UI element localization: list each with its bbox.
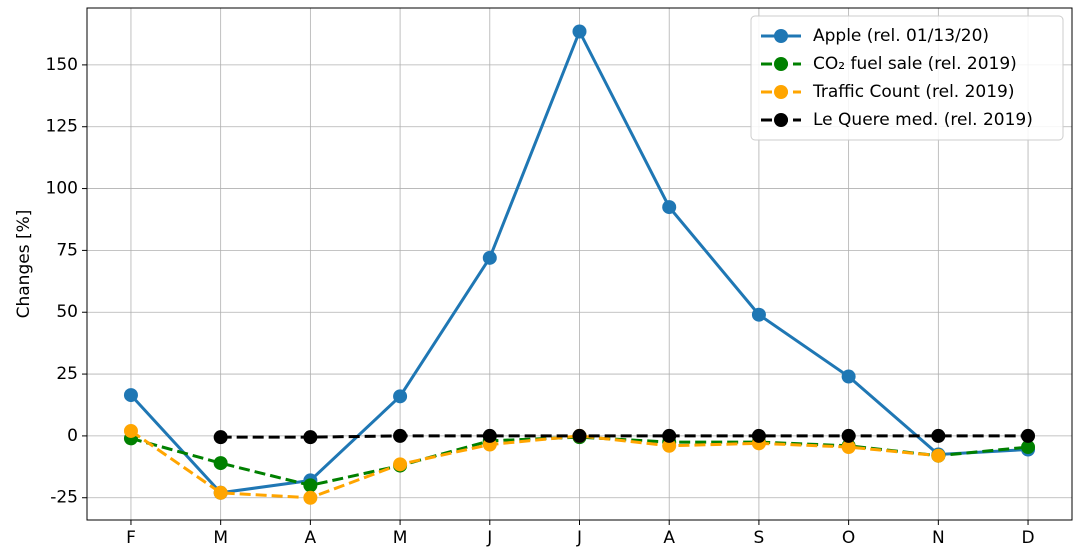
- x-tick-label: F: [126, 528, 136, 548]
- data-point: [123, 388, 138, 403]
- data-point: [751, 428, 766, 443]
- data-point: [841, 428, 856, 443]
- y-tick-label: 150: [46, 55, 78, 75]
- y-tick-label: 0: [67, 426, 78, 446]
- x-tick-label: A: [305, 528, 317, 548]
- legend-marker: [774, 85, 788, 99]
- data-point: [662, 200, 677, 215]
- x-tick-label: M: [393, 528, 408, 548]
- x-tick-label: D: [1021, 528, 1034, 548]
- legend-marker: [774, 113, 788, 127]
- x-tick-label: J: [486, 528, 492, 548]
- series-line: [130, 429, 939, 500]
- data-point: [482, 428, 497, 443]
- y-tick-label: 75: [56, 240, 78, 260]
- data-point: [393, 428, 408, 443]
- data-point: [123, 423, 138, 438]
- data-point: [213, 430, 228, 445]
- legend-marker: [774, 57, 788, 71]
- legend-label: Traffic Count (rel. 2019): [812, 82, 1015, 102]
- x-tick-label: O: [842, 528, 855, 548]
- x-tick-label: A: [663, 528, 675, 548]
- data-point: [303, 430, 318, 445]
- y-tick-label: 100: [46, 179, 78, 199]
- legend-marker: [774, 29, 788, 43]
- data-point: [572, 428, 587, 443]
- plot-frame: [86, 7, 1073, 521]
- data-point: [662, 438, 677, 453]
- legend-label: Apple (rel. 01/13/20): [813, 26, 989, 46]
- data-point: [393, 389, 408, 404]
- y-tick-label: 50: [56, 302, 78, 322]
- y-tick-label: 25: [56, 364, 78, 384]
- legend-label: Le Quere med. (rel. 2019): [813, 110, 1033, 130]
- data-point: [213, 485, 228, 500]
- data-point: [841, 440, 856, 455]
- data-point: [572, 24, 587, 39]
- data-point: [303, 478, 318, 493]
- data-point: [482, 250, 497, 265]
- legend-box: [750, 15, 1064, 141]
- data-point: [931, 448, 946, 463]
- legend-label: CO₂ fuel sale (rel. 2019): [813, 54, 1017, 74]
- data-point: [931, 428, 946, 443]
- x-tick-label: M: [213, 528, 228, 548]
- data-point: [303, 490, 318, 505]
- x-tick-label: S: [754, 528, 765, 548]
- data-point: [751, 307, 766, 322]
- data-point: [393, 457, 408, 472]
- x-tick-label: J: [576, 528, 582, 548]
- data-point: [1021, 428, 1036, 443]
- data-point: [1021, 440, 1036, 455]
- x-tick-label: N: [932, 528, 945, 548]
- series-line: [220, 434, 1029, 439]
- data-point: [841, 369, 856, 384]
- data-point: [662, 428, 677, 443]
- y-tick-label: 125: [46, 117, 78, 137]
- y-tick-label: -25: [50, 488, 78, 508]
- data-point: [213, 456, 228, 471]
- y-axis-label: Changes [%]: [14, 210, 34, 319]
